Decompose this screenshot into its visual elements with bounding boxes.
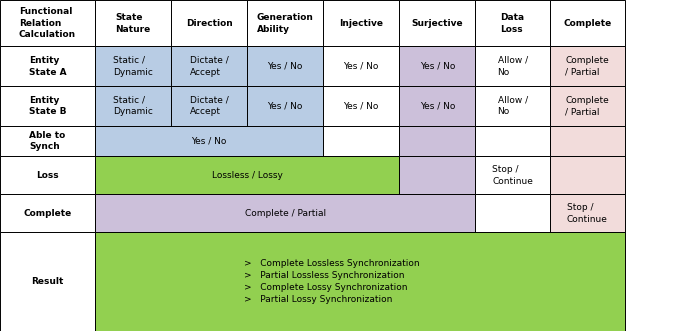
Text: Entity
State A: Entity State A bbox=[29, 56, 67, 76]
Text: Complete: Complete bbox=[563, 19, 612, 28]
Text: Yes / No: Yes / No bbox=[268, 101, 303, 111]
Text: Complete
/ Partial: Complete / Partial bbox=[566, 96, 609, 116]
Text: Data
Loss: Data Loss bbox=[500, 13, 525, 33]
Text: Allow /
No: Allow / No bbox=[498, 56, 528, 76]
Text: Stop /
Continue: Stop / Continue bbox=[567, 203, 608, 224]
Bar bbox=[550, 156, 625, 194]
Bar bbox=[247, 86, 323, 126]
Text: Static /
Dynamic: Static / Dynamic bbox=[113, 56, 153, 76]
Text: Yes / No: Yes / No bbox=[268, 62, 303, 71]
Bar bbox=[550, 126, 625, 156]
Bar bbox=[0, 232, 95, 331]
Text: Complete: Complete bbox=[23, 209, 72, 218]
Bar bbox=[550, 0, 625, 46]
Bar bbox=[0, 0, 95, 46]
Text: Allow /
No: Allow / No bbox=[498, 96, 528, 116]
Bar bbox=[475, 46, 550, 86]
Text: Entity
State B: Entity State B bbox=[29, 96, 67, 116]
Bar bbox=[95, 126, 323, 156]
Text: Complete / Partial: Complete / Partial bbox=[244, 209, 326, 218]
Bar bbox=[171, 86, 247, 126]
Text: Static /
Dynamic: Static / Dynamic bbox=[113, 96, 153, 116]
Text: Yes / No: Yes / No bbox=[191, 136, 227, 146]
Text: Direction: Direction bbox=[186, 19, 232, 28]
Bar bbox=[0, 126, 95, 156]
Bar bbox=[323, 46, 399, 86]
Text: Yes / No: Yes / No bbox=[344, 101, 379, 111]
Bar bbox=[247, 46, 323, 86]
Text: Injective: Injective bbox=[340, 19, 383, 28]
Bar bbox=[171, 46, 247, 86]
Bar bbox=[95, 156, 399, 194]
Bar bbox=[171, 0, 247, 46]
Bar bbox=[95, 232, 625, 331]
Text: Lossless / Lossy: Lossless / Lossy bbox=[212, 171, 282, 180]
Text: Stop /
Continue: Stop / Continue bbox=[492, 165, 533, 186]
Bar bbox=[475, 194, 550, 232]
Bar bbox=[550, 46, 625, 86]
Bar bbox=[475, 86, 550, 126]
Bar bbox=[0, 86, 95, 126]
Bar bbox=[475, 156, 550, 194]
Bar bbox=[399, 0, 475, 46]
Bar bbox=[95, 46, 171, 86]
Bar bbox=[0, 194, 95, 232]
Text: Yes / No: Yes / No bbox=[420, 62, 455, 71]
Text: Functional
Relation
Calculation: Functional Relation Calculation bbox=[19, 7, 76, 39]
Bar bbox=[95, 0, 171, 46]
Bar bbox=[95, 86, 171, 126]
Text: Dictate /
Accept: Dictate / Accept bbox=[189, 56, 229, 76]
Text: >   Complete Lossless Synchronization
>   Partial Lossless Synchronization
>   C: > Complete Lossless Synchronization > Pa… bbox=[244, 260, 420, 304]
Bar bbox=[475, 0, 550, 46]
Text: Yes / No: Yes / No bbox=[420, 101, 455, 111]
Text: Able to
Synch: Able to Synch bbox=[29, 131, 66, 151]
Text: Generation
Ability: Generation Ability bbox=[257, 13, 314, 33]
Bar bbox=[0, 46, 95, 86]
Text: State
Nature: State Nature bbox=[115, 13, 151, 33]
Bar bbox=[399, 86, 475, 126]
Text: Yes / No: Yes / No bbox=[344, 62, 379, 71]
Bar bbox=[399, 156, 475, 194]
Text: Result: Result bbox=[31, 277, 64, 286]
Text: Surjective: Surjective bbox=[411, 19, 463, 28]
Bar bbox=[95, 194, 475, 232]
Bar bbox=[399, 46, 475, 86]
Text: Loss: Loss bbox=[36, 171, 59, 180]
Bar bbox=[475, 126, 550, 156]
Bar bbox=[399, 126, 475, 156]
Bar bbox=[323, 86, 399, 126]
Text: Complete
/ Partial: Complete / Partial bbox=[566, 56, 609, 76]
Bar bbox=[323, 0, 399, 46]
Bar bbox=[550, 86, 625, 126]
Bar bbox=[247, 0, 323, 46]
Bar bbox=[550, 194, 625, 232]
Bar bbox=[0, 156, 95, 194]
Text: Dictate /
Accept: Dictate / Accept bbox=[189, 96, 229, 116]
Bar bbox=[323, 126, 399, 156]
